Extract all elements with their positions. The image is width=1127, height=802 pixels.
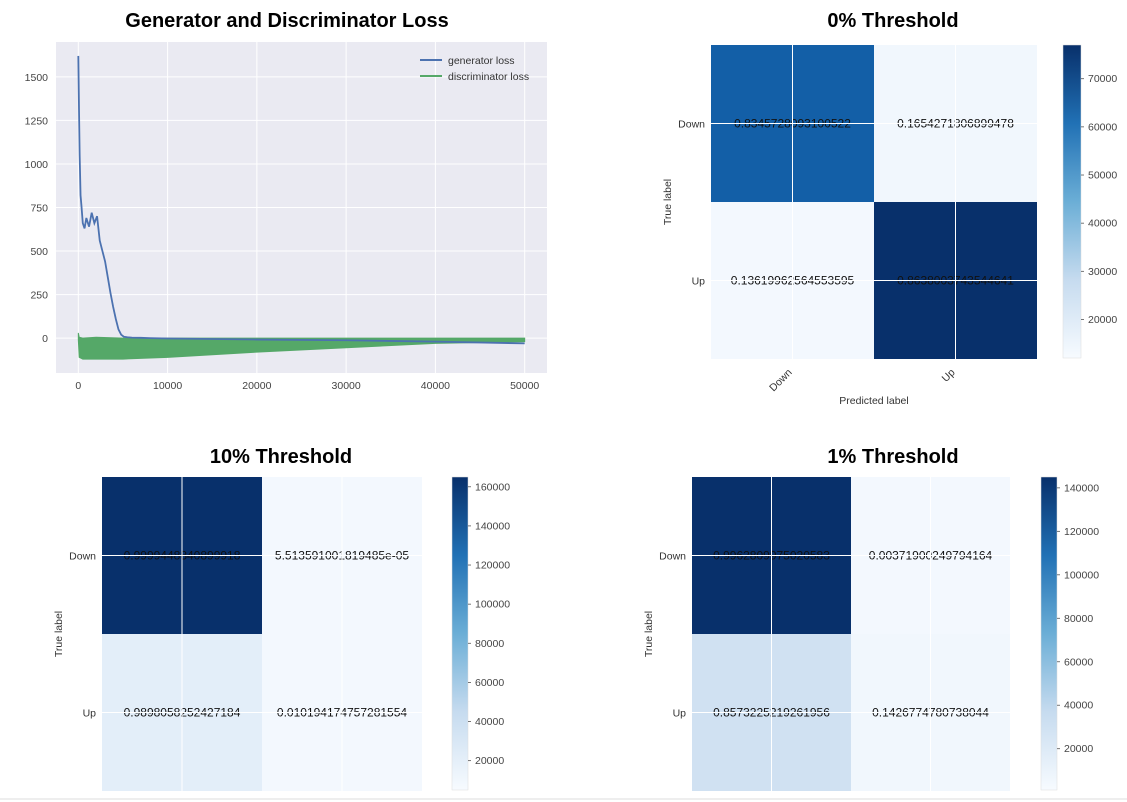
y-tick-label: 1000 bbox=[25, 159, 49, 171]
y-tick-label: 750 bbox=[30, 203, 48, 215]
colorbar-tick-label: 60000 bbox=[475, 677, 504, 689]
colorbar-tick-label: 50000 bbox=[1088, 170, 1117, 182]
y-axis-label: True label bbox=[662, 179, 674, 225]
row-label: Down bbox=[659, 551, 686, 563]
colorbar-tick-label: 20000 bbox=[1088, 314, 1117, 326]
colorbar-tick-label: 140000 bbox=[1064, 482, 1099, 494]
colorbar-tick-label: 70000 bbox=[1088, 73, 1117, 85]
x-tick-label: 40000 bbox=[421, 380, 450, 392]
colorbar-tick-label: 20000 bbox=[475, 755, 504, 767]
colorbar-tick-label: 30000 bbox=[1088, 266, 1117, 278]
y-tick-label: 0 bbox=[42, 333, 48, 345]
row-label: Up bbox=[83, 708, 97, 720]
y-tick-label: 250 bbox=[30, 290, 48, 302]
tick-labels: 0 10000 20000 30000 40000 50000 0 250 500 750 1000… bbox=[25, 72, 540, 392]
col-label: Down bbox=[767, 367, 795, 395]
chart-title: 10% Threshold bbox=[210, 446, 352, 468]
colorbar-tick-label: 120000 bbox=[475, 560, 510, 572]
col-label: Up bbox=[940, 367, 958, 385]
series-layer bbox=[77, 55, 526, 360]
x-tick-label: 30000 bbox=[332, 380, 361, 392]
chart-title: Generator and Discriminator Loss bbox=[125, 10, 448, 32]
colorbar-tick-label: 40000 bbox=[475, 716, 504, 728]
legend-label: discriminator loss bbox=[448, 71, 529, 83]
colorbar-tick-label: 60000 bbox=[1088, 121, 1117, 133]
chart-title: 0% Threshold bbox=[827, 10, 958, 32]
confusion-matrix-0pct: 0% Threshold0.83457280931005220.16542718… bbox=[662, 10, 1117, 407]
generator-loss-line bbox=[77, 55, 525, 345]
y-tick-label: 1250 bbox=[25, 115, 49, 127]
colorbar-tick-label: 160000 bbox=[475, 481, 510, 493]
row-label: Up bbox=[673, 708, 687, 720]
row-label: Up bbox=[692, 276, 706, 288]
y-axis-label: True label bbox=[643, 611, 655, 657]
y-tick-label: 500 bbox=[30, 246, 48, 258]
colorbar-tick-label: 80000 bbox=[475, 638, 504, 650]
y-tick-label: 1500 bbox=[25, 72, 49, 84]
colorbar bbox=[451, 476, 469, 791]
x-axis-label: Predicted label bbox=[839, 395, 908, 407]
chart-title: 1% Threshold bbox=[827, 446, 958, 468]
legend: generator loss discriminator loss bbox=[420, 55, 529, 83]
confusion-matrix-1pct: 1% Threshold0.99628099750205830.00371900… bbox=[643, 446, 1099, 791]
colorbar-tick-label: 140000 bbox=[475, 520, 510, 532]
row-label: Down bbox=[69, 551, 96, 563]
confusion-matrix-10pct: 10% Threshold0.99994488408999185.5135910… bbox=[53, 446, 510, 791]
colorbar-tick-label: 80000 bbox=[1064, 613, 1093, 625]
colorbar-tick-label: 40000 bbox=[1064, 700, 1093, 712]
colorbar-tick-label: 120000 bbox=[1064, 526, 1099, 538]
loss-line-chart: Generator and Discriminator Loss 0 10000 2… bbox=[25, 10, 547, 392]
legend-label: generator loss bbox=[448, 55, 515, 67]
colorbar bbox=[1062, 44, 1082, 359]
x-tick-label: 0 bbox=[75, 380, 81, 392]
colorbar-tick-label: 100000 bbox=[1064, 569, 1099, 581]
x-tick-label: 10000 bbox=[153, 380, 182, 392]
row-label: Down bbox=[678, 119, 705, 131]
colorbar-tick-label: 40000 bbox=[1088, 218, 1117, 230]
colorbar bbox=[1040, 476, 1058, 791]
grid bbox=[56, 42, 547, 373]
y-axis-label: True label bbox=[53, 611, 65, 657]
x-tick-label: 20000 bbox=[242, 380, 271, 392]
colorbar-tick-label: 100000 bbox=[475, 599, 510, 611]
colorbar-tick-label: 60000 bbox=[1064, 656, 1093, 668]
x-tick-label: 50000 bbox=[510, 380, 539, 392]
colorbar-tick-label: 20000 bbox=[1064, 743, 1093, 755]
